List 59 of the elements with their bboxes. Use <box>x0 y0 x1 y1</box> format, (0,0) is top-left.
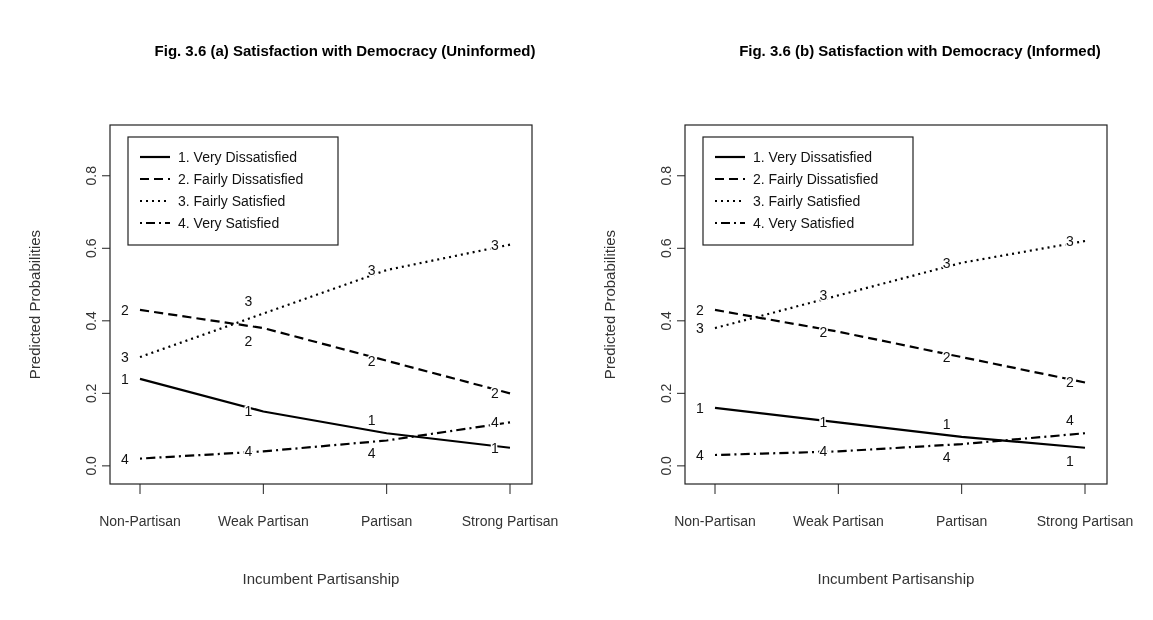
legend-label: 4. Very Satisfied <box>753 215 855 231</box>
legend-label: 1. Very Dissatisfied <box>753 149 873 165</box>
y-axis-title: Predicted Probabilities <box>601 229 618 380</box>
annotation: 4 <box>491 414 500 431</box>
y-tick-label: 0.2 <box>83 383 99 404</box>
annotation: 2 <box>696 301 705 318</box>
annotation: 2 <box>491 385 500 402</box>
x-tick-label: Non-Partisan <box>99 513 181 529</box>
annotation: 2 <box>942 349 951 366</box>
x-tick-label: Strong Partisan <box>461 513 559 529</box>
annotation: 2 <box>244 333 253 350</box>
annotation: 2 <box>819 323 828 340</box>
x-tick-label: Partisan <box>935 513 988 529</box>
annotation: 4 <box>121 450 130 467</box>
legend-label: 4. Very Satisfied <box>178 215 280 231</box>
y-axis-title: Predicted Probabilities <box>26 229 43 380</box>
legend-label: 3. Fairly Satisfied <box>753 193 861 209</box>
annotation: 4 <box>1066 412 1075 429</box>
annotation: 4 <box>696 446 705 463</box>
annotation: 1 <box>1066 452 1075 469</box>
x-tick-label: Partisan <box>360 513 413 529</box>
annotation: 1 <box>244 403 253 420</box>
annotation: 1 <box>367 412 376 429</box>
y-tick-label: 0.4 <box>83 310 99 331</box>
chart-title: Fig. 3.6 (b) Satisfaction with Democracy (Informed) <box>739 42 1101 59</box>
chart-title: Fig. 3.6 (a) Satisfaction with Democracy (Uninformed) <box>154 42 536 59</box>
annotation: 3 <box>491 236 500 253</box>
annotation: 3 <box>942 254 951 271</box>
x-tick-label: Non-Partisan <box>674 513 756 529</box>
y-tick-label: 0.0 <box>658 455 674 476</box>
legend-label: 2. Fairly Dissatisfied <box>178 171 304 187</box>
annotation: 3 <box>1066 233 1075 250</box>
x-tick-label: Weak Partisan <box>792 513 884 529</box>
x-tick-label: Weak Partisan <box>217 513 309 529</box>
x-tick-label: Strong Partisan <box>1036 513 1134 529</box>
y-tick-label: 0.8 <box>658 165 674 186</box>
annotation: 2 <box>121 301 130 318</box>
annotation: 3 <box>121 349 130 366</box>
y-tick-label: 0.0 <box>83 455 99 476</box>
annotation: 3 <box>819 287 828 304</box>
legend-label: 1. Very Dissatisfied <box>178 149 298 165</box>
y-tick-label: 0.6 <box>658 238 674 259</box>
annotation: 3 <box>367 262 376 279</box>
annotation: 1 <box>696 399 705 416</box>
y-tick-label: 0.8 <box>83 165 99 186</box>
y-tick-label: 0.6 <box>83 238 99 259</box>
annotation: 3 <box>244 292 253 309</box>
y-tick-label: 0.4 <box>658 310 674 331</box>
annotation: 4 <box>942 449 951 466</box>
annotation: 1 <box>942 415 951 432</box>
annotation: 4 <box>367 445 376 462</box>
legend-label: 2. Fairly Dissatisfied <box>753 171 879 187</box>
y-tick-label: 0.2 <box>658 383 674 404</box>
x-axis-title: Incumbent Partisanship <box>242 570 400 587</box>
annotation: 2 <box>367 352 376 369</box>
x-axis-title: Incumbent Partisanship <box>817 570 975 587</box>
annotation: 3 <box>696 320 705 337</box>
annotation: 1 <box>121 370 130 387</box>
legend-label: 3. Fairly Satisfied <box>178 193 286 209</box>
